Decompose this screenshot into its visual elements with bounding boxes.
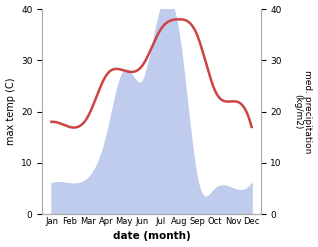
X-axis label: date (month): date (month) bbox=[113, 231, 190, 242]
Y-axis label: max temp (C): max temp (C) bbox=[5, 78, 16, 145]
Y-axis label: med. precipitation
(kg/m2): med. precipitation (kg/m2) bbox=[293, 70, 313, 153]
